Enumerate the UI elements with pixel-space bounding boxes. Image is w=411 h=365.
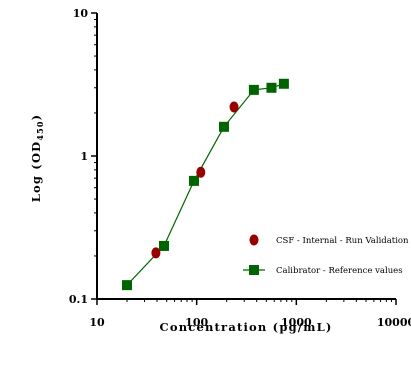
legend-label-csf: CSF - Internal - Run Validation [276,236,409,246]
x-tick-label: 10 [89,316,105,329]
y-tick-label: 0.1 [69,293,88,306]
csf-point [151,247,161,259]
y-tick-label: 1 [80,150,88,163]
data-markers [122,78,289,291]
legend-marker-circle [249,234,259,246]
legend-marker-square [249,265,259,275]
x-tick-label: 10000 [377,316,411,329]
ticks: 0.1 1 10 10 100 1000 10000 [69,7,411,329]
legend-item-calibrator: Calibrator - Reference values [243,265,403,276]
calibrator-point [122,280,133,291]
legend: CSF - Internal - Run Validation Calibrat… [243,234,409,276]
calibrator-point [188,175,199,186]
y-axis-title: Log (OD450) [29,114,45,203]
calibrator-point [158,240,169,251]
y-axis-title-close: ) [29,114,43,121]
x-tick-label: 1000 [281,316,312,329]
calibrator-point [266,82,277,93]
legend-label-calibrator: Calibrator - Reference values [276,266,403,276]
csf-point [229,101,239,113]
csf-point [196,166,206,178]
x-axis-title: Concentration (pg/mL) [159,320,332,334]
calibrator-point [278,78,289,89]
x-tick-label: 100 [185,316,208,329]
y-axis-title-main: Log (OD [29,141,43,203]
y-axis-title-sub: 450 [35,120,45,140]
calibrator-line [126,83,285,286]
calibrator-series-line [126,83,285,286]
calibrator-point [248,84,259,95]
y-tick-label: 10 [73,7,89,20]
calibrator-point [218,121,229,132]
legend-item-csf: CSF - Internal - Run Validation [249,234,409,246]
